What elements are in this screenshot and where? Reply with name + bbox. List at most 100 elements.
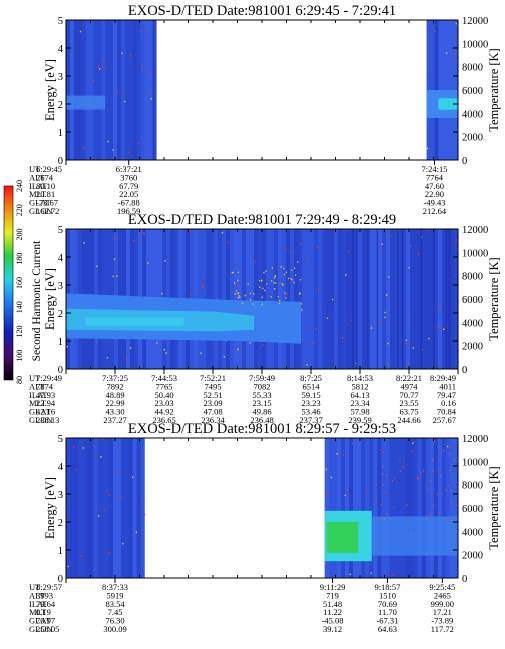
noise-pixel	[244, 295, 246, 297]
spectrogram-stripe	[336, 438, 342, 578]
orbit-info-value: 237.27	[103, 415, 126, 425]
spectrogram-stripe	[214, 229, 219, 369]
y-tick-label-left: 2	[58, 309, 63, 320]
noise-pixel	[336, 453, 338, 455]
y-tick-label-right: 0	[462, 365, 467, 376]
spectrogram-stripe	[132, 438, 138, 578]
noise-pixel	[438, 513, 440, 515]
spectrogram-stripe	[361, 438, 366, 578]
spectrogram-stripe	[438, 229, 443, 369]
noise-pixel	[263, 271, 265, 274]
spectrogram-stripe	[113, 438, 118, 578]
noise-pixel	[387, 342, 389, 345]
noise-pixel	[262, 287, 264, 289]
spectrogram-stripe	[128, 20, 134, 160]
noise-pixel	[204, 277, 207, 279]
y-axis-label-left: Energy [eV]	[43, 477, 57, 539]
orbit-info-value: 70.97	[36, 616, 55, 626]
spectrogram-stripe	[77, 438, 83, 578]
noise-pixel	[262, 344, 264, 346]
spectrogram-stripe	[355, 229, 358, 369]
spectrogram-stripe	[246, 229, 251, 369]
spectrogram-stripe	[298, 229, 303, 369]
spectrogram-stripe	[318, 229, 323, 369]
orbit-info-value: 6:37:21	[116, 164, 142, 174]
orbit-info-value: 236.34	[201, 415, 225, 425]
noise-pixel	[281, 283, 283, 285]
orbit-info-value: -73.89	[431, 616, 453, 626]
orbit-info-label: ILAT	[29, 181, 48, 191]
spectrogram-stripe	[425, 438, 431, 578]
noise-pixel	[296, 261, 299, 263]
noise-pixel	[299, 292, 301, 294]
colorbar-tick-label: 80	[15, 376, 24, 384]
noise-pixel	[290, 277, 292, 280]
noise-pixel	[283, 273, 286, 276]
noise-pixel	[429, 514, 431, 516]
orbit-info-value: 9:18:57	[374, 582, 400, 592]
noise-pixel	[326, 493, 328, 495]
noise-pixel	[147, 262, 149, 264]
orbit-info-value: 63.75	[399, 407, 418, 417]
noise-pixel	[261, 296, 263, 299]
noise-pixel	[370, 327, 373, 329]
orbit-info-value: 5919	[107, 590, 124, 600]
orbit-info-value: 44.92	[154, 407, 173, 417]
orbit-info-value: 7:24:15	[421, 164, 447, 174]
noise-pixel	[274, 275, 276, 278]
noise-pixel	[261, 280, 263, 282]
orbit-info-label: ALT	[29, 172, 46, 182]
spectrogram-stripe	[433, 438, 439, 578]
noise-pixel	[449, 469, 452, 471]
spectrogram-stripe	[421, 438, 427, 578]
spectrogram-stripe	[401, 438, 406, 578]
noise-pixel	[273, 281, 275, 284]
spectrogram-stripe	[381, 438, 386, 578]
noise-pixel	[202, 285, 204, 288]
orbit-info-value: 50.40	[154, 390, 173, 400]
noise-pixel	[341, 337, 344, 339]
spectrogram-stripe	[326, 229, 331, 369]
noise-pixel	[408, 519, 411, 521]
y-axis-label-right: Temperature [K]	[487, 466, 501, 549]
y-tick-label-left: 0	[58, 574, 63, 585]
noise-pixel	[390, 234, 393, 237]
spectrogram-stripe	[338, 229, 343, 369]
orbit-info-value: 23.23	[301, 398, 320, 408]
orbit-info-value: 80.10	[36, 181, 55, 191]
spectrogram-stripe	[422, 229, 427, 369]
noise-pixel	[411, 450, 414, 452]
spectrogram-stripe	[101, 438, 106, 578]
noise-pixel	[345, 274, 347, 276]
spectrogram-stripe	[386, 229, 391, 369]
noise-pixel	[221, 287, 223, 289]
y-tick-label-right: 8000	[462, 63, 483, 74]
spectrogram-stripe	[410, 229, 415, 369]
noise-pixel	[421, 349, 424, 351]
noise-pixel	[317, 288, 320, 291]
noise-pixel	[452, 520, 454, 522]
orbit-info-value: 7:37:25	[102, 373, 128, 383]
y-tick-label-right: 10000	[462, 248, 488, 259]
noise-pixel	[107, 140, 109, 143]
noise-pixel	[316, 246, 319, 248]
spectrogram-stripe	[278, 229, 283, 369]
spectrogram-stripe	[294, 229, 299, 369]
noise-pixel	[380, 252, 383, 255]
spectrogram-stripe	[442, 229, 447, 369]
noise-pixel	[249, 292, 252, 295]
spectrogram-stripe	[120, 438, 126, 578]
y-tick-label-right: 6000	[462, 295, 483, 306]
noise-pixel	[432, 470, 434, 472]
noise-pixel	[144, 513, 146, 516]
noise-pixel	[231, 272, 233, 274]
noise-pixel	[381, 243, 383, 246]
noise-pixel	[233, 282, 236, 284]
orbit-info-value: 23.55	[399, 398, 418, 408]
spectrogram-stripe	[450, 229, 455, 369]
orbit-info-value: 64.63	[378, 624, 397, 634]
y-tick-label-right: 2000	[462, 551, 483, 562]
orbit-info-value: 6514	[303, 381, 321, 391]
noise-pixel	[254, 260, 256, 263]
spectrogram-stripe	[445, 438, 451, 578]
